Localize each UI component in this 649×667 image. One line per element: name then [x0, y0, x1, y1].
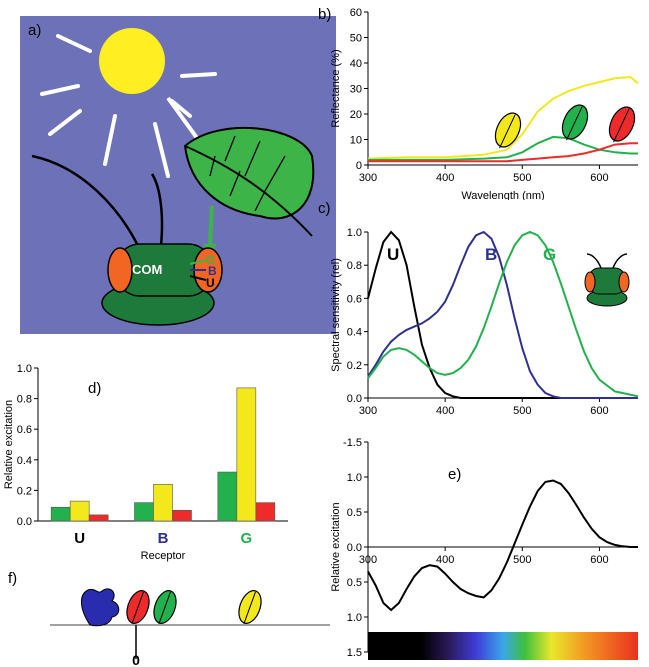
series-label-U: U	[387, 245, 399, 264]
y-tick-label: 1.0	[347, 612, 362, 624]
x-tick-label: 300	[359, 405, 377, 417]
y-axis-title: Relative excitation	[330, 502, 342, 591]
y-tick-label: 0.2	[347, 360, 362, 372]
receptor-u-label: U	[206, 276, 215, 290]
sun-icon	[99, 28, 165, 94]
y-tick-label: 0.5	[347, 577, 362, 589]
x-axis-title: Receptor	[141, 550, 186, 562]
bar-U-1	[69, 500, 90, 522]
x-tick-label: 400	[436, 172, 454, 184]
series-line-0	[367, 75, 639, 160]
series-line-B	[367, 230, 638, 399]
x-tick-label: 400	[436, 405, 454, 417]
spectrum-bar	[368, 632, 638, 660]
yellow-leaf-icon	[238, 590, 262, 625]
y-tick-label: 0.4	[17, 455, 32, 467]
y-axis-title: Relative excitation	[3, 400, 15, 489]
series-line-1	[368, 135, 638, 161]
x-tick-label: 500	[513, 172, 531, 184]
panel-f-tick-label: 0	[132, 652, 140, 665]
x-tick-label: 600	[590, 172, 608, 184]
bee-eye-left	[107, 247, 133, 293]
y-tick-label: 0.6	[17, 424, 32, 436]
receptor-b-label: B	[208, 264, 217, 278]
com-label: COM	[132, 262, 162, 277]
green-leaf-icon	[153, 590, 177, 625]
red-leaf-icon	[608, 106, 636, 143]
y-tick-label: 1.5	[347, 647, 362, 659]
receptor-g-label: G	[206, 253, 215, 267]
chart-d-relative-excitation: 0.0 0.2 0.4 0.6 0.8 1.0 U B G Receptor Relative ex…	[3, 363, 288, 562]
series-line-U	[367, 230, 638, 399]
series-label-G: G	[543, 245, 556, 264]
y-tick-label: 20	[350, 109, 362, 121]
y-tick-label: 0.8	[17, 394, 32, 406]
y-tick-label: 50	[350, 33, 362, 45]
blue-flower-icon	[81, 588, 120, 627]
series-line-0	[367, 479, 638, 612]
y-tick-label: 0.0	[347, 393, 362, 405]
y-tick-label: 0	[356, 160, 362, 172]
yellow-leaf-icon	[494, 112, 522, 149]
series-label-B: B	[485, 245, 497, 264]
panel-a-illustration: COM G B U	[20, 16, 336, 334]
y-tick-label: 0.8	[347, 260, 362, 272]
x-tick-label: 300	[359, 554, 377, 566]
green-leaf-icon	[561, 104, 589, 141]
panel-label-b: b)	[318, 6, 332, 23]
y-tick-label: 0.2	[17, 485, 32, 497]
panel-label-f: f)	[8, 570, 18, 587]
y-tick-label: 0.6	[347, 293, 362, 305]
panel-label-d: d)	[88, 380, 102, 397]
category-label-U: U	[74, 530, 85, 547]
y-tick-label: 1.0	[17, 363, 32, 375]
bar-B-2	[172, 509, 192, 522]
panel-f-illustration: 0	[50, 588, 330, 665]
panel-label-e: e)	[448, 466, 462, 483]
panel-label-a: a)	[28, 22, 42, 39]
y-tick-label: 0.5	[347, 507, 362, 519]
y-tick-label: 10	[350, 135, 362, 147]
x-tick-label: 500	[513, 405, 531, 417]
x-tick-label: 400	[436, 554, 454, 566]
y-tick-label: -1.5	[343, 437, 362, 449]
y-tick-label: 60	[350, 7, 362, 19]
bar-G-0	[217, 471, 238, 522]
bar-B-0	[134, 502, 154, 522]
x-tick-label: 300	[359, 172, 377, 184]
y-tick-label: 0.0	[17, 516, 32, 528]
x-tick-label: 500	[513, 554, 531, 566]
sun-rays	[40, 34, 217, 178]
bee-icon	[584, 253, 630, 307]
y-tick-label: 0.0	[347, 542, 362, 554]
y-tick-label: 30	[350, 84, 362, 96]
x-axis-title: Wavelength (nm)	[461, 190, 544, 200]
y-axis-title: Reflectance (%)	[330, 49, 342, 127]
series-line-2	[368, 142, 638, 163]
chart-c-spectral-sensitivity: 0.0 0.2 0.4 0.6 0.8 1.0 300 400 500 600 Spectral s…	[330, 227, 639, 417]
bar-G-1	[236, 387, 257, 522]
bar-B-1	[153, 483, 173, 522]
y-tick-label: 40	[350, 58, 362, 70]
bar-U-0	[50, 506, 71, 522]
panel-label-c: c)	[318, 200, 331, 217]
leaf-icon	[183, 126, 315, 220]
chart-e-relative-excitation: 1.5 1.0 0.5 0.0 0.5 1.0 -1.5 300 400 500 600 Relati…	[330, 437, 638, 660]
category-label-G: G	[240, 530, 252, 547]
category-label-B: B	[158, 530, 169, 547]
y-axis-title: Spectral sensitivity (rel)	[330, 258, 342, 372]
red-leaf-icon	[126, 590, 150, 625]
bar-U-2	[88, 514, 109, 522]
y-tick-label: 1.0	[347, 227, 362, 239]
y-tick-label: 1.0	[347, 472, 362, 484]
x-tick-label: 600	[590, 405, 608, 417]
y-tick-label: 0.4	[347, 327, 362, 339]
bar-G-2	[255, 502, 276, 522]
series-line-G	[367, 230, 639, 398]
chart-b-reflectance: 0 10 20 30 40 50 60 300 400 500 600 Wavelength (nm)…	[330, 7, 639, 200]
x-tick-label: 600	[590, 554, 608, 566]
